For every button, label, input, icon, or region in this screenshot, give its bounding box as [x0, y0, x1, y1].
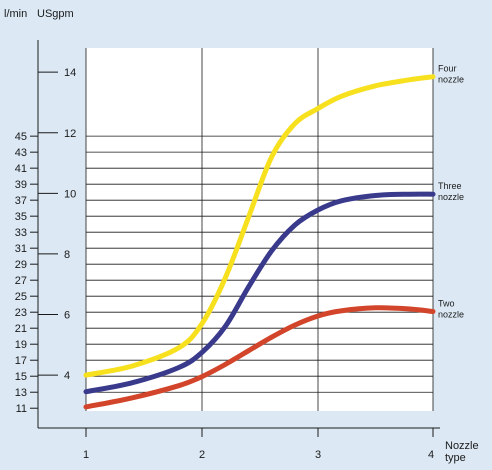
series-label-four-nozzle-line1: Four: [438, 64, 457, 74]
lmin-tick-label: 29: [15, 259, 27, 271]
plot-area: [86, 48, 433, 411]
lmin-tick-label: 27: [15, 275, 27, 287]
usgpm-tick-label: 8: [64, 249, 70, 261]
y-axis-title-lmin: l/min: [4, 8, 27, 20]
lmin-tick-label: 35: [15, 211, 27, 223]
x-axis-title-line1: Nozzle: [445, 440, 479, 452]
series-label-three-nozzle-line2: nozzle: [438, 192, 464, 202]
lmin-tick-label: 11: [16, 403, 27, 415]
series-label-three-nozzle-line1: Three: [438, 181, 462, 191]
labels: 1113151719212325272931333537394143454681…: [4, 8, 479, 464]
axes: [30, 40, 440, 437]
grid: [85, 48, 434, 411]
lmin-tick-label: 33: [15, 227, 27, 239]
usgpm-tick-label: 12: [64, 128, 76, 140]
lmin-tick-label: 17: [15, 355, 27, 367]
lmin-tick-label: 21: [15, 323, 27, 335]
series-line-four-nozzle: [83, 74, 436, 378]
lmin-tick-label: 31: [15, 243, 27, 255]
lmin-tick-label: 23: [15, 307, 27, 319]
lmin-tick-label: 41: [15, 163, 27, 175]
lmin-tick-label: 43: [15, 147, 27, 159]
x-tick-label: 4: [428, 449, 434, 461]
x-tick-label: 3: [315, 449, 321, 461]
series-layer: [83, 74, 436, 410]
lmin-tick-label: 37: [15, 195, 27, 207]
series-label-four-nozzle-line2: nozzle: [438, 75, 464, 85]
usgpm-tick-label: 6: [64, 309, 70, 321]
usgpm-tick-label: 14: [64, 67, 76, 79]
x-axis-title-line2: type: [445, 452, 466, 464]
series-label-two-nozzle-line1: Two: [438, 298, 455, 308]
usgpm-tick-label: 10: [64, 188, 76, 200]
lmin-tick-label: 39: [15, 179, 27, 191]
series-label-two-nozzle-line2: nozzle: [438, 309, 464, 319]
lmin-tick-label: 19: [15, 339, 27, 351]
lmin-tick-label: 45: [15, 131, 27, 143]
x-tick-label: 1: [83, 449, 89, 461]
usgpm-tick-label: 4: [64, 370, 70, 382]
lmin-tick-label: 15: [15, 371, 27, 383]
lmin-tick-label: 25: [15, 291, 27, 303]
x-tick-label: 2: [199, 449, 205, 461]
series-line-two-nozzle: [83, 305, 436, 410]
y-axis-title-usgpm: USgpm: [37, 8, 74, 20]
lmin-tick-label: 13: [15, 387, 27, 399]
series-line-three-nozzle: [83, 191, 436, 395]
